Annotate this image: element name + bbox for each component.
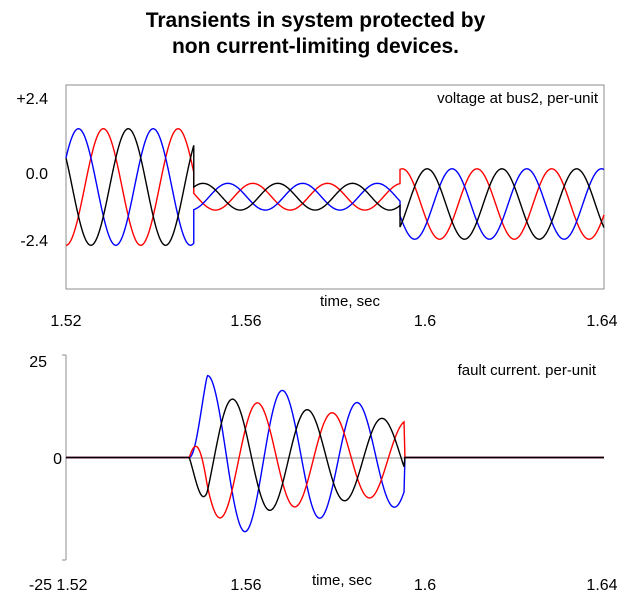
voltage-plot-frame [65,84,605,290]
chart-title-line2: non current-limiting devices. [171,35,460,58]
current-xtick-3: 1.6 [414,577,436,594]
voltage-series-group [65,128,605,246]
voltage-ytick-bottom: -2.4 [20,233,48,250]
current-ytick-bottom: -25 [29,577,52,594]
voltage-ytick-top: +2.4 [16,91,48,108]
voltage-ytick-mid: 0.0 [26,166,48,183]
voltage-xtick-2: 1.56 [230,313,261,330]
current-xtick-1: 1.52 [56,577,87,594]
chart-title: Transients in system protected by non cu… [0,8,631,60]
current-ytick-mid: 0 [53,451,62,468]
voltage-series-line-3 [65,128,605,246]
current-series-line-2 [66,402,604,519]
voltage-xlabel: time, sec [320,293,381,310]
voltage-annotation: voltage at bus2, per-unit [437,90,599,107]
current-xtick-2: 1.56 [230,577,261,594]
current-annotation: fault current. per-unit [458,362,597,379]
current-xtick-4: 1.64 [586,577,617,594]
chart-title-line1: Transients in system protected by [145,9,486,32]
voltage-xtick-1: 1.52 [50,313,81,330]
current-ytick-top: 25 [29,354,47,371]
current-series-line-1 [66,374,604,533]
current-xlabel: time, sec [312,572,373,589]
current-series-group [66,374,604,533]
voltage-xtick-4: 1.64 [586,313,617,330]
current-series-line-3 [66,398,604,512]
voltage-series-line-2 [65,128,605,246]
current-panel: fault current. per-unit time, sec 25 0 -… [29,354,618,594]
voltage-panel: voltage at bus2, per-unit time, sec +2.4… [16,84,618,330]
voltage-xtick-3: 1.6 [414,313,436,330]
